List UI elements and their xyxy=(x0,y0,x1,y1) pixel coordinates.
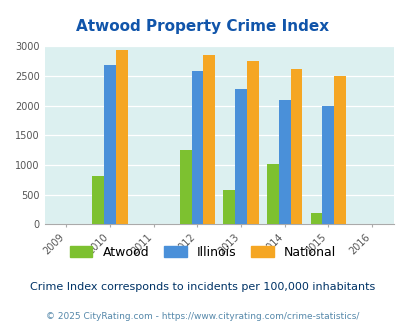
Text: © 2025 CityRating.com - https://www.cityrating.com/crime-statistics/: © 2025 CityRating.com - https://www.city… xyxy=(46,312,359,321)
Legend: Atwood, Illinois, National: Atwood, Illinois, National xyxy=(65,241,340,264)
Bar xyxy=(92,176,104,224)
Bar xyxy=(266,164,278,224)
Bar xyxy=(223,190,234,224)
Bar xyxy=(333,76,345,224)
Bar xyxy=(234,89,246,224)
Text: Atwood Property Crime Index: Atwood Property Crime Index xyxy=(76,19,329,34)
Bar xyxy=(290,69,302,224)
Bar xyxy=(104,65,116,224)
Bar xyxy=(310,213,322,224)
Bar xyxy=(179,150,191,224)
Text: Crime Index corresponds to incidents per 100,000 inhabitants: Crime Index corresponds to incidents per… xyxy=(30,282,375,292)
Bar xyxy=(278,100,290,224)
Bar xyxy=(322,106,333,224)
Bar xyxy=(203,54,215,224)
Bar xyxy=(246,61,258,224)
Bar xyxy=(191,71,203,224)
Bar xyxy=(116,50,128,224)
